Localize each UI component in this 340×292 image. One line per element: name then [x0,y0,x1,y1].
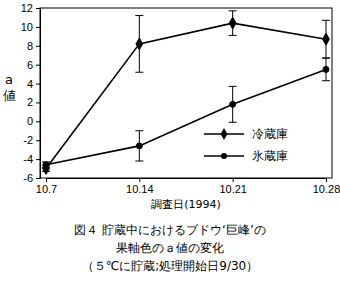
y-tick-mark [36,46,40,47]
y-axis-line [36,9,41,179]
y-tick-label: 0 [27,115,33,127]
x-tick-label: 10.21 [219,183,247,195]
x-tick-mark [326,178,327,182]
error-bar-cap [135,130,143,131]
y-tick: -2 [23,134,40,146]
error-bar-cap [229,35,237,36]
point [323,66,329,72]
y-tick-mark [36,65,40,66]
caption-line: （５℃に貯蔵;処理開始日9/30） [82,259,258,273]
x-axis-title: 調査日(1994) [151,198,221,211]
x-axis: 10.7 10.14 10.21 10.28 [36,178,340,195]
y-tick-label: 2 [27,96,33,108]
y-tick: -4 [23,153,40,165]
point [136,143,142,149]
y-tick-mark [36,140,40,141]
error-bar [135,131,143,161]
plot-frame [40,8,332,178]
legend-label: 冷蔵庫 [252,127,288,141]
x-tick-mark [139,178,140,182]
legend-marker [221,128,228,140]
x-axis-line [47,179,327,183]
legend-marker [221,153,227,159]
point [230,101,236,107]
y-axis-title: a値 [3,72,16,103]
y-tick: 8 [27,40,40,52]
error-bar [229,11,237,36]
y-tick: 4 [27,78,40,90]
y-tick-label: -4 [23,153,33,165]
point [229,17,236,29]
x-tick: 10.28 [313,178,340,195]
x-tick-label: 10.28 [313,183,340,195]
y-tick-mark [36,102,40,103]
y-tick-label: -6 [23,172,33,184]
y-tick: 6 [27,59,40,71]
y-axis: -6 -4 -2 0 2 4 6 8 10 12 [21,2,41,184]
x-tick: 10.21 [219,178,247,195]
y-tick: 10 [21,21,40,33]
error-bar [322,58,330,81]
x-tick-label: 10.7 [36,183,57,195]
point [136,38,143,50]
error-bar [42,162,50,168]
x-tick-label: 10.14 [126,183,154,195]
point [43,163,50,175]
y-tick-label: 6 [27,59,33,71]
y-tick-mark [36,178,40,179]
y-tick-mark [36,84,40,85]
series-line [46,23,326,168]
error-bar-cap [322,80,330,81]
chart: -6 -4 -2 0 2 4 6 8 10 12 10.7 10.14 10.21 10.28 調査日(19… [0,0,340,292]
y-tick-label: -2 [23,134,33,146]
legend-label: 氷蔵庫 [252,149,288,163]
point [43,162,49,168]
error-bar-cap [135,72,143,73]
plot-area [42,11,330,175]
error-bar-cap [229,86,237,87]
error-bar-cap [322,58,330,59]
x-tick: 10.14 [126,178,154,195]
y-tick-mark [36,8,40,9]
error-bar [229,86,237,122]
error-bar-cap [229,10,237,11]
y-tick: 12 [21,2,40,14]
y-tick-mark [36,159,40,160]
error-bar-cap [322,58,330,59]
legend: 冷蔵庫氷蔵庫 [204,127,288,163]
error-bar-cap [322,20,330,21]
x-tick-mark [46,178,47,182]
x-tick: 10.7 [36,178,57,195]
y-tick-mark [36,121,40,122]
y-tick: 0 [27,115,40,127]
y-tick-label: 4 [27,78,33,90]
caption-line: 図４ 貯蔵中におけるブドウ‘巨峰’の [74,223,265,237]
error-bar-cap [229,122,237,123]
point [323,33,330,45]
y-tick-label: 12 [21,2,33,14]
y-tick-label: 10 [21,21,33,33]
series-line [46,69,326,164]
error-bar [322,20,330,58]
error-bar-cap [135,15,143,16]
y-tick-label: 8 [27,40,33,52]
y-tick: 2 [27,96,40,108]
error-bar-cap [135,161,143,162]
y-tick-mark [36,27,40,28]
caption-line: 果軸色のａ値の変化 [116,241,224,255]
error-bar [135,16,143,73]
x-tick-mark [233,178,234,182]
